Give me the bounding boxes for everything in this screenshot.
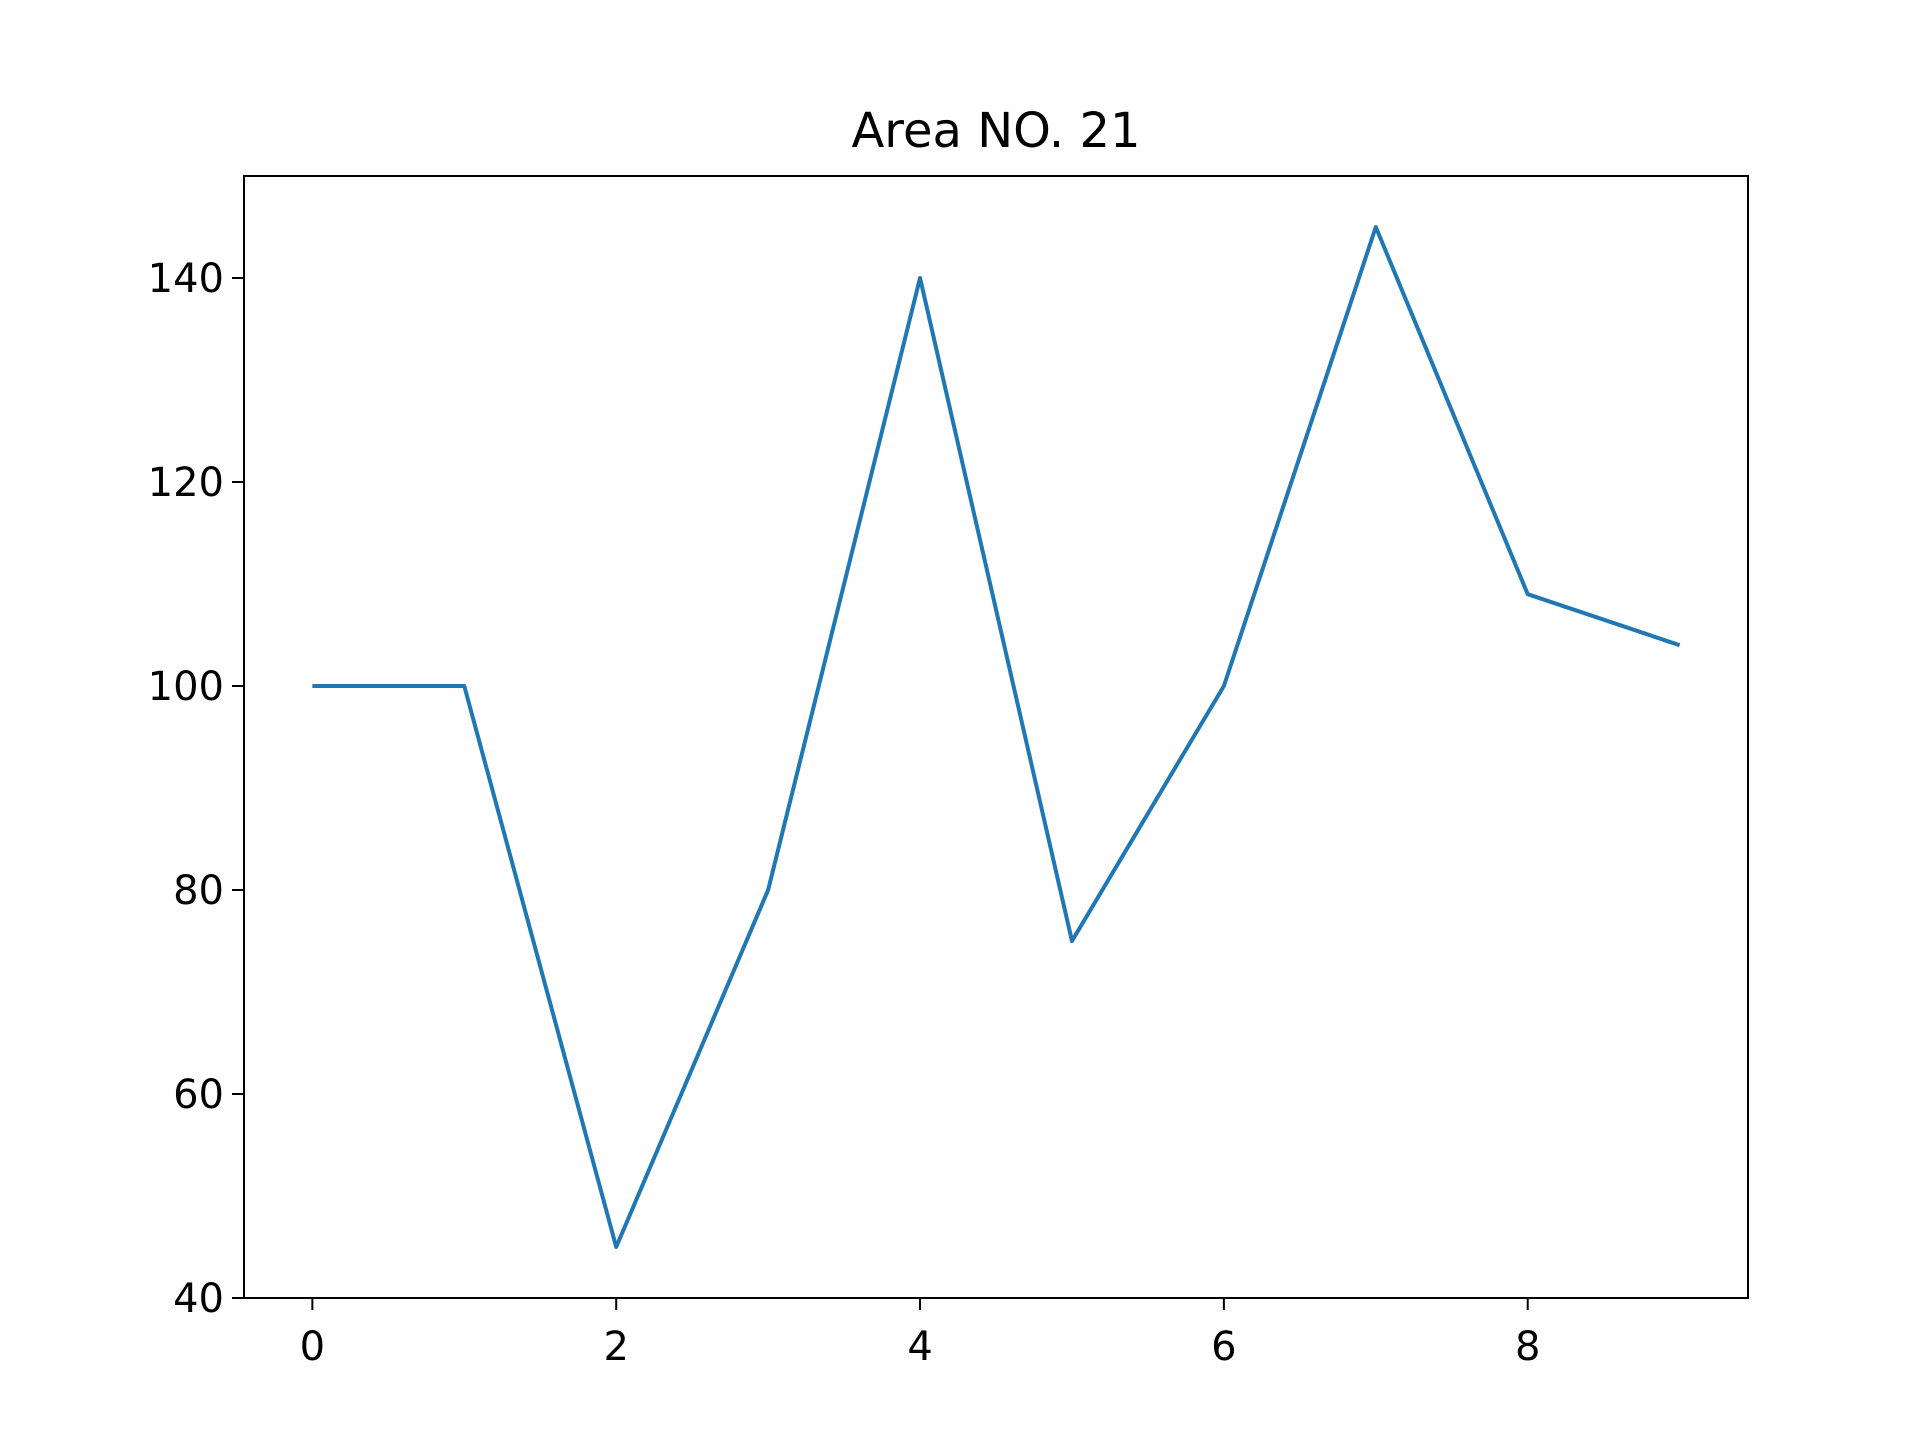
- x-tick-label: 4: [907, 1324, 932, 1370]
- axes: 0 2 4 6 8 40 60 80 100 120 140: [148, 175, 1749, 1370]
- y-tick-label: 140: [148, 256, 224, 302]
- series-group: [312, 225, 1681, 1249]
- y-tick-label: 40: [173, 1276, 224, 1322]
- y-tick-label: 120: [148, 460, 224, 506]
- x-tick-label: 0: [300, 1324, 325, 1370]
- y-tick-label: 80: [173, 868, 224, 914]
- x-tick-label: 8: [1515, 1324, 1540, 1370]
- chart-title: Area NO. 21: [851, 103, 1140, 159]
- plot-frame: [243, 175, 1749, 1299]
- x-tick-label: 2: [603, 1324, 628, 1370]
- y-tick-label: 60: [173, 1072, 224, 1118]
- x-tick-label: 6: [1211, 1324, 1236, 1370]
- y-tick-label: 100: [148, 664, 224, 710]
- series-line-0: [312, 225, 1681, 1249]
